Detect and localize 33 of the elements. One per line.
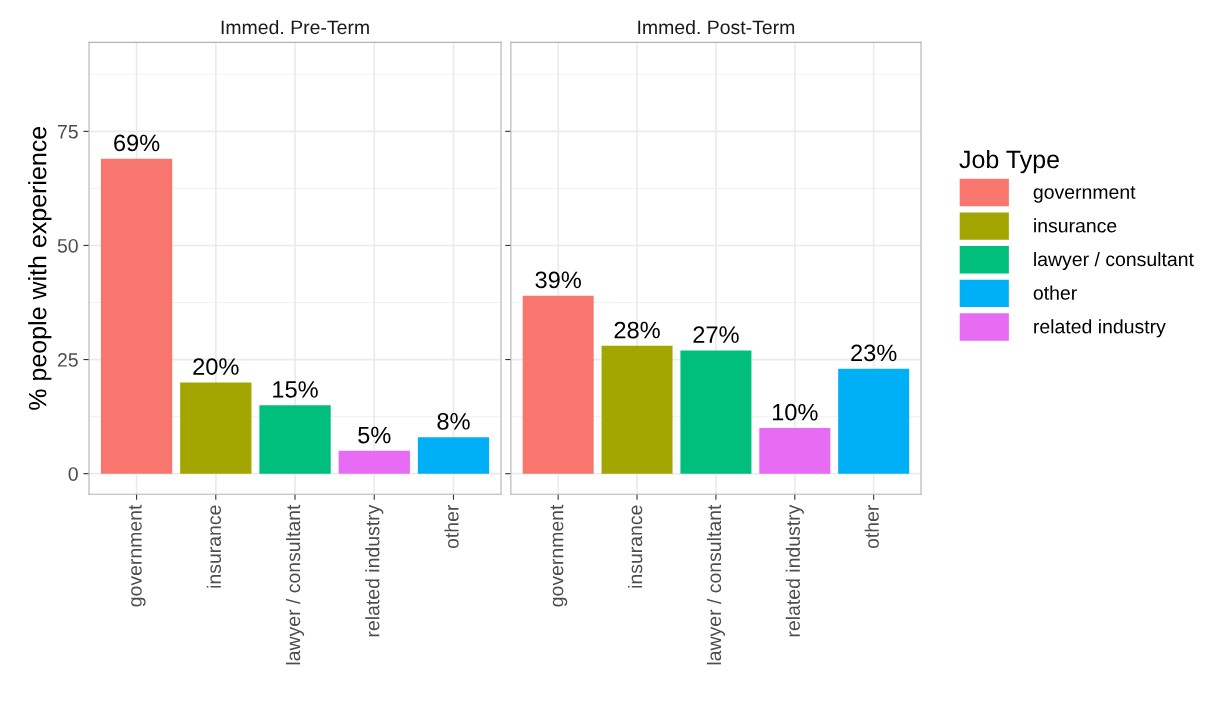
- x-tick-label: related industry: [785, 504, 804, 637]
- x-tick-label: related industry: [365, 504, 384, 637]
- legend-label: government: [1033, 186, 1136, 203]
- legend-label: other: [1033, 285, 1077, 300]
- data-label: 23%: [851, 344, 897, 362]
- y-tick-label: 50: [57, 238, 78, 253]
- x-tick-label: government: [129, 504, 146, 607]
- legend-label: related industry: [1034, 319, 1166, 338]
- x-tick-label: insurance: [206, 505, 222, 588]
- chart-title: Immed. Post-Term: [638, 19, 795, 35]
- data-label: 39%: [535, 271, 581, 289]
- legend-label: insurance: [1034, 218, 1117, 233]
- y-axis-title: % people with experience: [28, 126, 52, 410]
- data-label: 8%: [437, 412, 470, 430]
- y-tick-label: 25: [57, 353, 78, 367]
- x-tick-label: government: [550, 504, 568, 607]
- legend-title: Job Type: [959, 149, 1059, 174]
- y-tick-label: 0: [68, 467, 78, 481]
- x-tick-label: lawyer / consultant: [706, 504, 725, 665]
- x-tick-label: other: [864, 504, 879, 549]
- legend-label: lawyer / consultant: [1034, 251, 1194, 271]
- data-label: 27%: [693, 326, 739, 343]
- x-tick-label: insurance: [627, 505, 643, 588]
- data-label: 69%: [114, 134, 160, 152]
- data-label: 20%: [193, 358, 239, 375]
- data-label: 15%: [273, 381, 318, 398]
- data-label: 28%: [614, 321, 660, 339]
- chart-title: Immed. Pre-Term: [221, 19, 369, 35]
- data-label: 10%: [772, 403, 818, 421]
- y-tick-label: 75: [57, 125, 78, 139]
- x-tick-label: other: [444, 504, 459, 549]
- data-label: 5%: [358, 426, 391, 444]
- x-tick-label: lawyer / consultant: [285, 504, 305, 665]
